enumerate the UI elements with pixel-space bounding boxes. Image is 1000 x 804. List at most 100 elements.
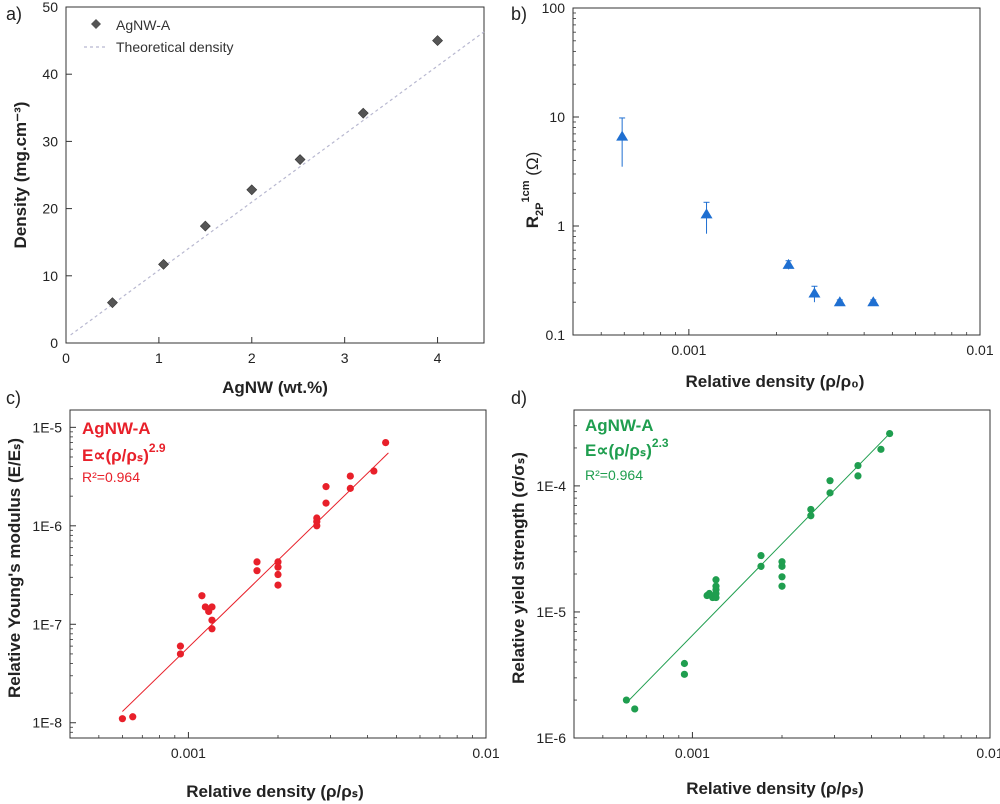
data-point-circle — [253, 567, 261, 575]
data-point-circle — [680, 659, 689, 668]
data-point-circle — [129, 713, 137, 721]
y-tick-label: 50 — [42, 0, 58, 15]
x-tick-label: 0.001 — [675, 745, 710, 761]
y-tick-label: 1E-5 — [32, 419, 62, 435]
panel-b-ylabel-main: R — [523, 216, 542, 228]
panel-b-frame — [572, 7, 981, 336]
x-tick-label: 0.01 — [472, 745, 499, 761]
fit-line — [122, 452, 389, 712]
panel-c-annotation-r2: R²=0.964 — [82, 469, 140, 485]
data-point-circle — [854, 472, 862, 480]
panel-c-xlabel: Relative density (ρ/ρₛ) — [186, 782, 364, 801]
panel-c-annotation-formula-base: E∝(ρ/ρₛ) — [82, 446, 149, 465]
theoretical-density-line — [70, 31, 485, 336]
x-tick-label: 0 — [62, 350, 70, 366]
panel-a-series — [70, 31, 485, 336]
legend-marker-diamond — [91, 19, 101, 29]
panel-d-ticks: 0.001 0.01 1E-6 1E-5 1E-4 — [536, 425, 1000, 761]
panel-c-ticks: 0.001 0.01 1E-8 1E-7 1E-6 1E-5 — [32, 419, 499, 761]
data-point-circle — [886, 429, 894, 438]
panel-b-series — [616, 117, 880, 307]
data-point-triangle — [782, 258, 795, 269]
x-tick-label: 0.01 — [966, 342, 993, 358]
data-point-circle — [313, 514, 321, 522]
panel-d-label: d) — [511, 388, 527, 408]
panel-b-ticks: 0.001 0.01 0.1 1 10 100 — [542, 0, 994, 358]
panel-d-annotation-r2: R²=0.964 — [585, 467, 643, 483]
data-point-diamond — [432, 35, 443, 47]
data-point-circle — [208, 603, 216, 611]
data-point-circle — [757, 551, 765, 560]
panel-b: b) 0.001 0.01 0.1 1 10 100 Relative density (… — [511, 0, 994, 391]
x-tick-label: 0.01 — [976, 745, 1000, 761]
panel-d-ylabel: Relative yield strength (σ/σₛ) — [509, 452, 528, 684]
data-point-circle — [778, 558, 786, 566]
data-point-circle — [176, 650, 185, 658]
data-point-circle — [854, 461, 862, 470]
panel-a-xlabel: AgNW (wt.%) — [222, 378, 328, 397]
data-point-circle — [807, 505, 815, 514]
panel-d-annotation-formula: E∝(ρ/ρₛ)2.3 — [585, 436, 669, 460]
panel-d-annotation: AgNW-A E∝(ρ/ρₛ)2.3 R²=0.964 — [585, 416, 669, 483]
panel-d-annotation-formula-base: E∝(ρ/ρₛ) — [585, 441, 652, 460]
data-point-circle — [382, 438, 390, 447]
y-tick-label: 1E-5 — [536, 604, 566, 620]
y-tick-label: 1E-7 — [32, 616, 62, 632]
data-point-diamond — [107, 297, 118, 309]
panel-d-series — [622, 429, 894, 713]
data-point-circle — [807, 512, 815, 520]
data-point-circle — [274, 563, 282, 571]
data-point-circle — [680, 670, 689, 678]
y-tick-label: 40 — [42, 66, 58, 82]
panel-b-xlabel: Relative density (ρ/ρ₀) — [686, 372, 865, 391]
y-tick-label: 1E-6 — [32, 518, 62, 534]
panel-c-label: c) — [6, 388, 21, 408]
data-point-circle — [118, 715, 127, 723]
x-tick-label: 2 — [248, 350, 256, 366]
y-tick-label: 1 — [557, 218, 565, 234]
y-tick-label: 30 — [42, 133, 58, 149]
y-tick-label: 1E-6 — [536, 730, 566, 746]
panel-b-ylabel-sub: 2P — [534, 203, 546, 216]
y-tick-label: 100 — [542, 0, 566, 16]
data-point-circle — [631, 705, 639, 713]
data-point-circle — [346, 472, 354, 480]
panel-b-label: b) — [511, 4, 527, 24]
data-point-circle — [208, 625, 216, 633]
y-tick-label: 1E-4 — [536, 478, 566, 494]
panel-c-annotation-name: AgNW-A — [82, 419, 151, 438]
data-point-triangle — [616, 130, 629, 141]
panel-a-ylabel: Density (mg.cm⁻³) — [11, 102, 30, 249]
data-point-diamond — [294, 154, 306, 165]
data-point-circle — [877, 445, 885, 453]
data-point-circle — [778, 573, 786, 581]
data-point-circle — [274, 558, 282, 566]
data-point-circle — [712, 576, 720, 584]
data-point-circle — [826, 477, 834, 485]
data-point-circle — [322, 483, 330, 491]
data-point-circle — [712, 582, 720, 590]
panel-a-label: a) — [6, 4, 22, 24]
x-tick-label: 0.001 — [171, 745, 206, 761]
data-point-diamond — [158, 258, 169, 270]
y-tick-label: 1E-8 — [32, 715, 62, 731]
panel-a-legend: AgNW-A Theoretical density — [84, 17, 234, 55]
data-point-triangle — [808, 287, 821, 298]
y-tick-label: 0 — [50, 335, 58, 351]
y-tick-label: 20 — [42, 201, 58, 217]
panel-d-annotation-name: AgNW-A — [585, 416, 654, 435]
data-point-circle — [208, 616, 216, 624]
y-tick-label: 0.1 — [546, 327, 566, 343]
legend-label-agnw-a: AgNW-A — [116, 17, 171, 33]
data-point-diamond — [246, 184, 258, 196]
x-tick-label: 1 — [155, 350, 163, 366]
data-point-circle — [253, 558, 261, 566]
panel-d: d) 0.001 0.01 1E-6 1E-5 1E-4 AgNW-A E∝(ρ/ρₛ)… — [509, 388, 1000, 798]
data-point-circle — [274, 570, 282, 579]
panel-b-ylabel-unit: (Ω) — [523, 152, 542, 181]
panel-c: c) 0.001 0.01 1E-8 1E-7 1E-6 1E-5 AgNW-A E∝(ρ… — [5, 388, 500, 801]
y-tick-label: 10 — [42, 268, 58, 284]
data-point-triangle — [700, 208, 713, 219]
